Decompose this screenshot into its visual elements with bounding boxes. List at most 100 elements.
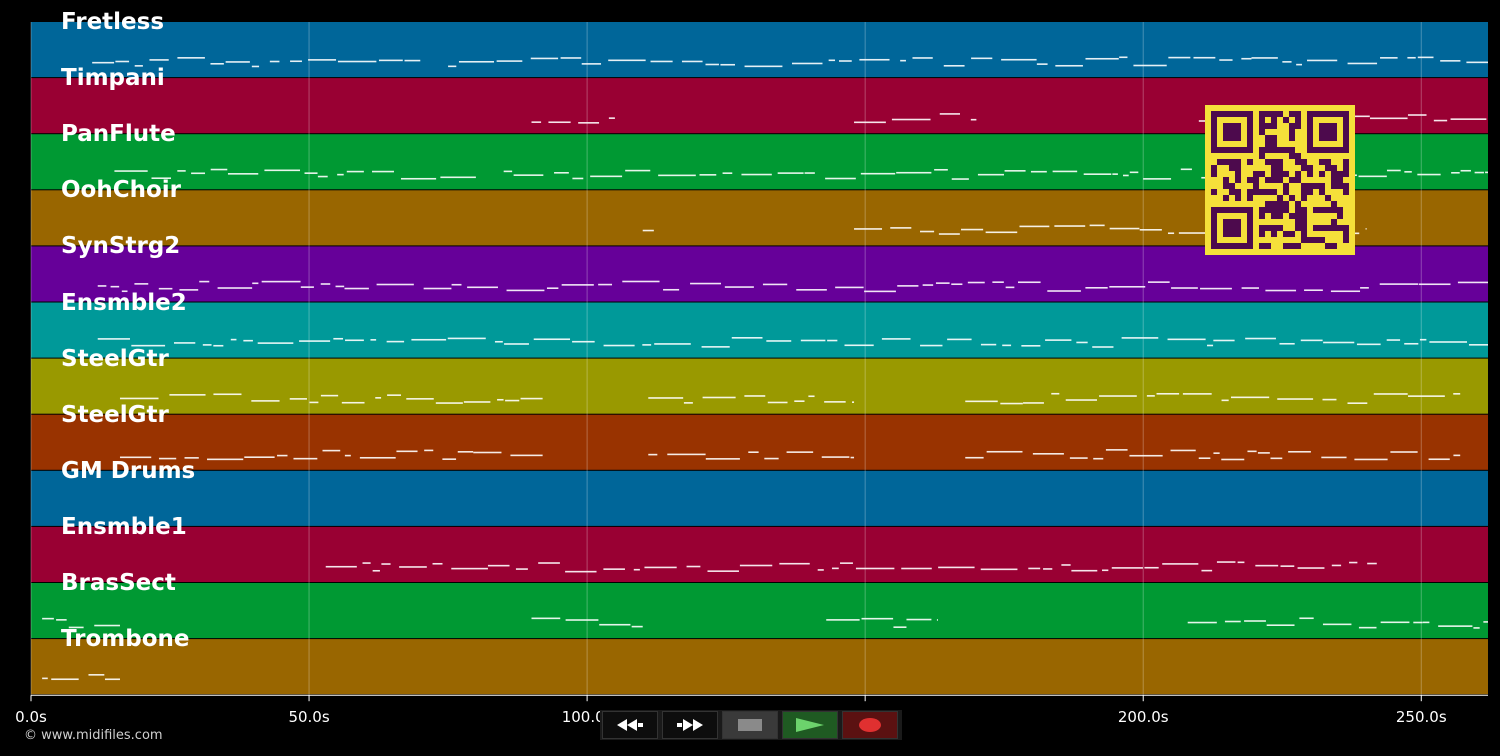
note [1069,457,1088,459]
note [864,290,896,293]
note [1331,564,1342,567]
note [94,624,120,627]
note [977,173,1004,176]
transport-bar [600,710,902,740]
note [764,457,779,460]
track-lane [31,639,1488,695]
note [572,177,584,180]
note [344,454,351,457]
note [1466,61,1488,64]
note [936,619,938,621]
note [1112,173,1118,175]
note [333,337,344,340]
note [824,401,846,403]
note [432,562,443,565]
note [1404,171,1412,173]
note [762,283,788,286]
note [376,283,414,286]
stop-button[interactable] [722,711,778,739]
note [1356,343,1381,346]
note [1266,624,1295,627]
note [424,449,434,452]
note [1129,171,1139,174]
note [1296,63,1302,66]
note [796,289,827,291]
note [699,174,717,176]
note [1365,228,1367,230]
note [1304,289,1323,292]
note [487,564,510,567]
note [494,340,503,343]
note [1483,621,1488,623]
note [644,566,677,569]
note [985,231,1018,234]
note [935,282,950,284]
note [217,287,253,289]
note [1321,456,1347,459]
track-lane [31,470,1488,526]
note [225,61,250,63]
note [1379,283,1419,285]
fast-forward-button[interactable] [662,711,718,739]
note [767,401,788,404]
note [1418,283,1451,286]
note [230,338,237,341]
record-button[interactable] [842,711,898,739]
note [1076,341,1088,344]
note [893,626,907,628]
note [642,344,652,346]
note [1251,57,1278,59]
note [821,456,850,458]
note [538,562,560,564]
note [861,617,894,620]
note [741,173,772,176]
note [458,60,495,63]
note [777,172,804,174]
note [51,678,79,681]
note [1092,346,1114,348]
note [1178,232,1208,234]
note [970,118,977,121]
note [992,281,1004,283]
note [744,65,783,68]
note [965,400,998,403]
note [1288,450,1311,453]
note [513,174,544,176]
note [1133,64,1167,67]
note [786,451,814,453]
note [191,172,206,175]
note [1367,562,1377,565]
note [448,65,457,68]
note [210,62,224,65]
note [1451,171,1460,174]
note [938,233,960,235]
note [510,454,543,457]
note [1433,119,1448,122]
note [854,121,886,124]
note [243,339,253,342]
note [965,456,984,459]
note [1030,170,1047,173]
note [1221,399,1229,402]
note [1019,225,1050,228]
note [1282,61,1292,63]
note [581,63,602,65]
note [1280,565,1295,567]
note [817,569,824,571]
note [1422,621,1430,624]
note [1168,56,1191,59]
note [1270,457,1283,460]
note [951,178,969,180]
note [565,619,599,621]
note [1245,337,1276,340]
note [506,289,545,292]
note [939,113,960,115]
play-button[interactable] [782,711,838,739]
note [1390,451,1418,453]
note [386,340,405,343]
qr-code [1205,105,1355,255]
rewind-button[interactable] [602,711,658,739]
track-label: Trombone [61,626,190,653]
note [1213,339,1235,342]
note [1257,452,1270,454]
